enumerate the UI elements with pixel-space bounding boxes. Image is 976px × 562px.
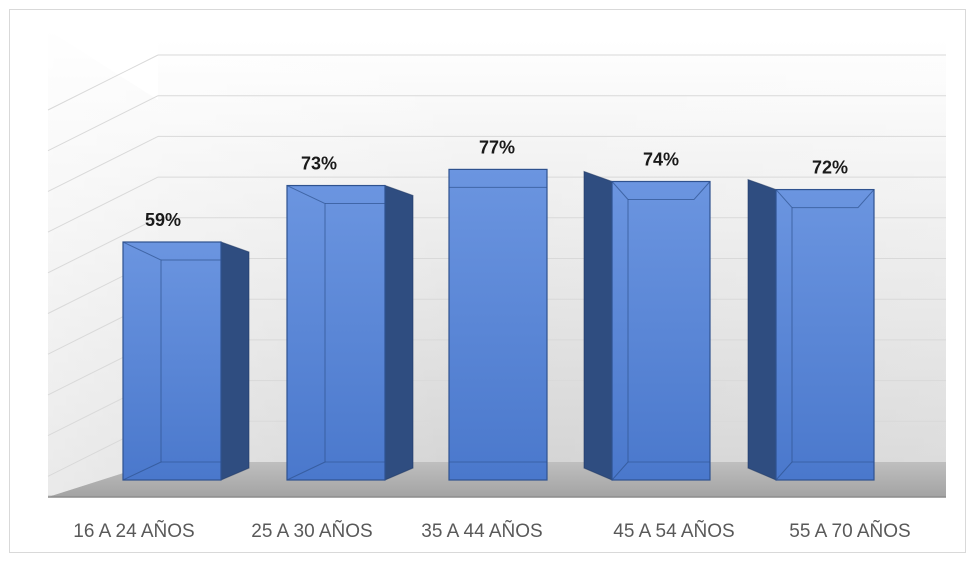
bar-front-face [448,168,548,481]
bar-inner-edge [122,241,162,481]
value-label: 59% [145,210,181,230]
value-label: 74% [643,149,679,169]
category-label: 45 A 54 AÑOS [613,520,734,542]
bar-inner-top-edge [449,169,548,188]
category-labels: 16 A 24 AÑOS 25 A 30 AÑOS 35 A 44 AÑOS 45 A… [73,520,910,542]
category-label: 35 A 44 AÑOS [421,520,542,542]
bar-front-face [611,180,711,481]
bar-side-face [220,241,250,481]
bar-inner-edge [775,189,793,481]
value-label: 72% [812,158,848,178]
bar [448,168,548,481]
bar [122,241,250,481]
bar-inner-top-edge [792,189,875,209]
bar-side-face [583,170,613,481]
bar-front-face [286,184,386,481]
bar-side-face [384,184,414,481]
gridline-side [47,135,159,192]
bar-front-face [122,241,222,481]
bar [583,170,711,481]
category-label: 25 A 30 AÑOS [251,520,372,542]
category-label: 16 A 24 AÑOS [73,520,194,542]
bar-side-face [747,178,777,481]
gridline-side [47,176,159,233]
gridline-side [47,217,159,274]
value-labels: 59% 73% 77% 74% 72% [145,137,848,230]
value-label: 73% [301,154,337,174]
gridline-side [47,54,159,111]
bar-inner-top-edge [628,181,711,200]
bar-inner-edge [286,185,326,481]
bars [122,168,875,481]
value-label: 77% [479,137,515,157]
bar-inner-top-edge [325,185,386,205]
bar-inner-edge [611,181,629,481]
bar-inner-top-edge [161,242,222,261]
bar [747,178,875,481]
gridline-side [47,95,159,152]
category-label: 55 A 70 AÑOS [789,520,910,542]
bar-front-face [775,188,875,481]
bar [286,184,414,481]
